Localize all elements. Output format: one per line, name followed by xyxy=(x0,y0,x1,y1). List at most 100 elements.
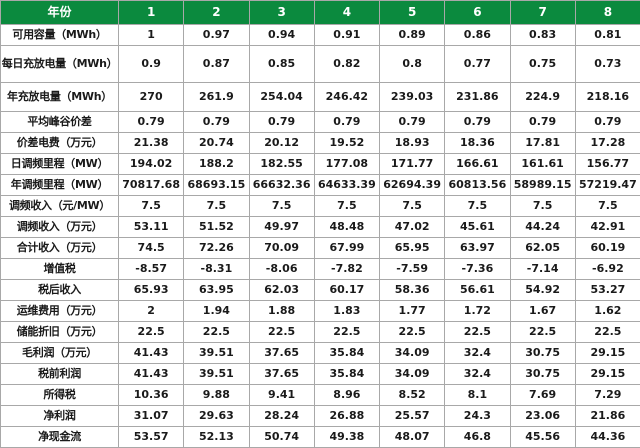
cell-value: 32.4 xyxy=(445,364,510,385)
cell-value: 0.9 xyxy=(119,46,184,83)
cell-value: 21.38 xyxy=(119,133,184,154)
cell-value: 8.52 xyxy=(380,385,445,406)
cell-value: 45.61 xyxy=(445,217,510,238)
cell-value: 25.57 xyxy=(380,406,445,427)
cell-value: 22.5 xyxy=(575,322,640,343)
cell-value: 44.24 xyxy=(510,217,575,238)
row-label: 所得税 xyxy=(1,385,119,406)
cell-value: 53.11 xyxy=(119,217,184,238)
cell-value: 39.51 xyxy=(184,343,249,364)
cell-value: 1.83 xyxy=(314,301,379,322)
cell-value: 7.5 xyxy=(249,196,314,217)
cell-value: 17.28 xyxy=(575,133,640,154)
cell-value: 32.4 xyxy=(445,343,510,364)
cell-value: -6.92 xyxy=(575,259,640,280)
cell-value: 65.93 xyxy=(119,280,184,301)
cell-value: -7.82 xyxy=(314,259,379,280)
cell-value: 41.43 xyxy=(119,343,184,364)
cell-value: 7.5 xyxy=(314,196,379,217)
cell-value: 58.36 xyxy=(380,280,445,301)
cell-value: 23.06 xyxy=(510,406,575,427)
cell-value: 37.65 xyxy=(249,364,314,385)
row-label: 毛利润（万元） xyxy=(1,343,119,364)
cell-value: 20.12 xyxy=(249,133,314,154)
cell-value: 246.42 xyxy=(314,83,379,112)
cell-value: 57219.47 xyxy=(575,175,640,196)
cell-value: 0.79 xyxy=(184,112,249,133)
cell-value: 0.86 xyxy=(445,25,510,46)
cell-value: 70.09 xyxy=(249,238,314,259)
cell-value: 9.41 xyxy=(249,385,314,406)
cell-value: 21.86 xyxy=(575,406,640,427)
cell-value: 8.96 xyxy=(314,385,379,406)
cell-value: 68693.15 xyxy=(184,175,249,196)
cell-value: -8.06 xyxy=(249,259,314,280)
cell-value: 29.63 xyxy=(184,406,249,427)
cell-value: 29.15 xyxy=(575,343,640,364)
header-year-1: 1 xyxy=(119,1,184,25)
cell-value: 56.61 xyxy=(445,280,510,301)
cell-value: 0.94 xyxy=(249,25,314,46)
cell-value: 42.91 xyxy=(575,217,640,238)
cell-value: 20.74 xyxy=(184,133,249,154)
row-label: 净利润 xyxy=(1,406,119,427)
cell-value: 0.87 xyxy=(184,46,249,83)
cell-value: 72.26 xyxy=(184,238,249,259)
row-label: 每日充放电量（MWh） xyxy=(1,46,119,83)
cell-value: 63.95 xyxy=(184,280,249,301)
cell-value: 49.97 xyxy=(249,217,314,238)
row-label: 可用容量（MWh） xyxy=(1,25,119,46)
cell-value: 0.97 xyxy=(184,25,249,46)
cell-value: 17.81 xyxy=(510,133,575,154)
cell-value: 26.88 xyxy=(314,406,379,427)
cell-value: 29.15 xyxy=(575,364,640,385)
cell-value: 53.27 xyxy=(575,280,640,301)
cell-value: 34.09 xyxy=(380,364,445,385)
cell-value: 2 xyxy=(119,301,184,322)
cell-value: -7.59 xyxy=(380,259,445,280)
cell-value: 0.79 xyxy=(249,112,314,133)
cell-value: 62694.39 xyxy=(380,175,445,196)
cell-value: 62.03 xyxy=(249,280,314,301)
cell-value: 0.8 xyxy=(380,46,445,83)
cell-value: 156.77 xyxy=(575,154,640,175)
row-label: 运维费用（万元） xyxy=(1,301,119,322)
cell-value: 9.88 xyxy=(184,385,249,406)
cell-value: 0.75 xyxy=(510,46,575,83)
cell-value: 0.82 xyxy=(314,46,379,83)
cell-value: 47.02 xyxy=(380,217,445,238)
cell-value: 60.17 xyxy=(314,280,379,301)
cell-value: 66632.36 xyxy=(249,175,314,196)
cell-value: 7.5 xyxy=(119,196,184,217)
cell-value: 7.5 xyxy=(445,196,510,217)
cell-value: 37.65 xyxy=(249,343,314,364)
row-label: 年充放电量（MWh） xyxy=(1,83,119,112)
cell-value: 34.09 xyxy=(380,343,445,364)
cell-value: 0.79 xyxy=(575,112,640,133)
cell-value: 218.16 xyxy=(575,83,640,112)
cell-value: 0.85 xyxy=(249,46,314,83)
cell-value: 41.43 xyxy=(119,364,184,385)
cell-value: 30.75 xyxy=(510,343,575,364)
cell-value: 60.19 xyxy=(575,238,640,259)
cell-value: 22.5 xyxy=(510,322,575,343)
cell-value: 7.5 xyxy=(575,196,640,217)
cell-value: 8.1 xyxy=(445,385,510,406)
cell-value: 0.79 xyxy=(380,112,445,133)
cell-value: 0.73 xyxy=(575,46,640,83)
cell-value: 1 xyxy=(119,25,184,46)
cell-value: 74.5 xyxy=(119,238,184,259)
cell-value: 58989.15 xyxy=(510,175,575,196)
cell-value: 62.05 xyxy=(510,238,575,259)
header-year-7: 7 xyxy=(510,1,575,25)
